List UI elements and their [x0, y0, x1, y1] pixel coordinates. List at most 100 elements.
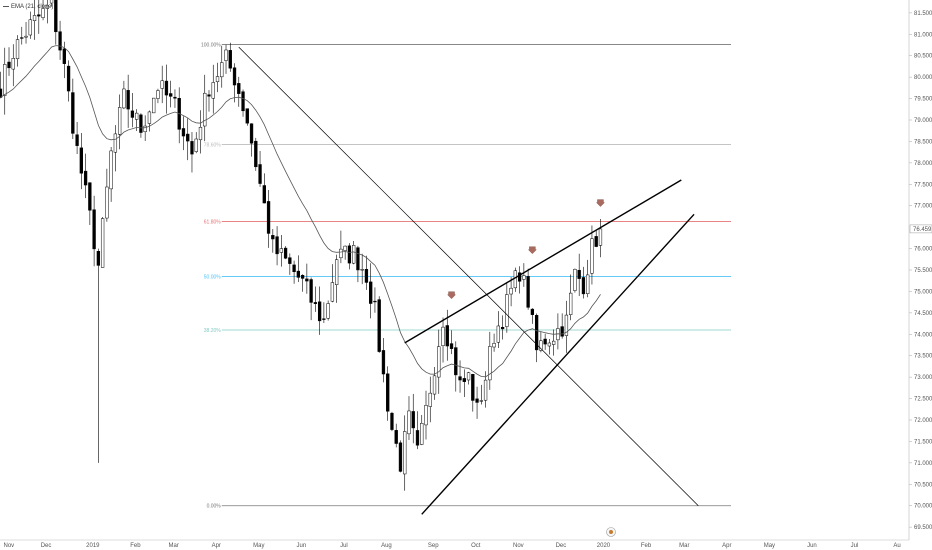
candle-48: [203, 74, 207, 142]
fib-label-3: 50.00%: [204, 274, 222, 280]
candle-119: [505, 283, 509, 333]
ema-line: [0, 45, 601, 378]
candle-65: [275, 226, 279, 266]
candle-21: [88, 182, 92, 225]
price-tick-label: 78.000: [914, 161, 932, 167]
candle-107: [454, 341, 458, 392]
candle-91: [386, 366, 390, 421]
candle-94: [398, 440, 403, 473]
wedge-lower-line[interactable]: [421, 213, 695, 515]
price-tick-label: 75.000: [914, 289, 932, 295]
candle-76: [322, 302, 326, 324]
candle-114: [483, 371, 488, 408]
candle-47: [198, 110, 203, 154]
candle-115: [488, 331, 492, 390]
time-tick-label: 2020: [597, 543, 611, 549]
candle-4: [15, 35, 20, 67]
candle-140: [594, 230, 598, 248]
candle-86: [364, 255, 369, 290]
time-tick-label: Apr: [722, 543, 731, 549]
candle-49: [207, 90, 211, 112]
candle-69: [292, 260, 296, 284]
candle-57: [241, 89, 245, 117]
candle-123: [522, 263, 526, 287]
candle-124: [526, 268, 530, 310]
candle-40: [169, 80, 173, 108]
arrow-marker-2[interactable]: [527, 246, 537, 254]
price-tick-label: 75.500: [914, 268, 932, 274]
candle-88: [373, 287, 377, 313]
price-tick-label: 79.000: [914, 118, 932, 124]
candle-126: [534, 313, 539, 363]
candle-130: [552, 329, 556, 356]
candle-96: [407, 396, 411, 440]
candle-24: [100, 216, 105, 268]
candle-68: [288, 253, 292, 275]
time-tick-label: Jul: [340, 543, 348, 549]
candle-63: [266, 190, 271, 248]
candle-3: [11, 44, 15, 87]
candle-135: [573, 268, 577, 293]
candle-45: [190, 131, 194, 173]
candle-46: [194, 132, 198, 154]
candle-99: [420, 414, 424, 446]
candle-55: [232, 63, 237, 103]
candle-100: [424, 390, 428, 440]
price-tick-label: 78.500: [914, 139, 932, 145]
candle-43: [181, 116, 186, 151]
candle-92: [390, 411, 394, 432]
candle-104: [441, 317, 445, 363]
price-axis[interactable]: 81.500 81.000 80.500 80.000 79.500 79.000 78.5…: [909, 11, 932, 531]
candle-23: [96, 248, 101, 463]
candle-41: [173, 89, 177, 108]
candle-73: [309, 277, 313, 321]
price-tick-label: 80.000: [914, 75, 932, 81]
indicator-legend[interactable]: EMA (21, close): [3, 4, 53, 10]
candle-139: [590, 225, 594, 285]
arrow-marker-3[interactable]: [595, 199, 605, 207]
fib-label-1: 78.60%: [204, 142, 222, 148]
price-tick-label: 80.500: [914, 54, 932, 60]
event-icon[interactable]: [606, 527, 616, 537]
candle-31: [130, 93, 135, 128]
candle-25: [105, 168, 109, 222]
time-tick-label: Jun: [807, 543, 817, 549]
candle-27: [113, 125, 118, 172]
descending-trendline[interactable]: [238, 46, 699, 506]
candle-11: [45, 0, 49, 24]
candle-20: [83, 153, 88, 199]
indicator-label: EMA (21, close): [11, 4, 54, 10]
candle-56: [237, 76, 241, 107]
candle-111: [471, 373, 475, 412]
time-tick-label: Apr: [212, 543, 221, 549]
candle-5: [20, 26, 24, 45]
candle-50: [211, 64, 215, 114]
candle-35: [147, 110, 152, 132]
candle-120: [509, 277, 513, 307]
candle-95: [403, 415, 407, 491]
time-tick-label: Aug: [381, 543, 392, 549]
price-tick-label: 72.500: [914, 397, 932, 403]
price-tick-label: 81.500: [914, 11, 932, 17]
time-axis[interactable]: Nov Dec 2019 Feb Mar Apr May Jun Jul Aug Sep Oct Nov…: [4, 543, 901, 549]
time-tick-label: Dec: [41, 543, 52, 549]
time-tick-label: Nov: [4, 543, 15, 549]
candle-80: [339, 230, 343, 264]
arrow-marker-1[interactable]: [447, 291, 457, 299]
candle-74: [313, 286, 318, 312]
candle-12: [49, 0, 54, 7]
candle-36: [152, 97, 156, 114]
candle-58: [245, 108, 249, 126]
fib-label-4: 38.20%: [204, 328, 222, 334]
candle-71: [300, 274, 305, 292]
time-tick-label: Mar: [679, 543, 689, 549]
candle-30: [126, 74, 130, 128]
wedge-upper-line[interactable]: [404, 179, 682, 344]
ema-21-line: [0, 45, 601, 378]
price-tick-label: 71.000: [914, 461, 932, 467]
candle-9: [37, 0, 41, 34]
price-tick-label: 72.000: [914, 418, 932, 424]
candle-60: [254, 137, 258, 171]
candle-16: [66, 60, 71, 102]
